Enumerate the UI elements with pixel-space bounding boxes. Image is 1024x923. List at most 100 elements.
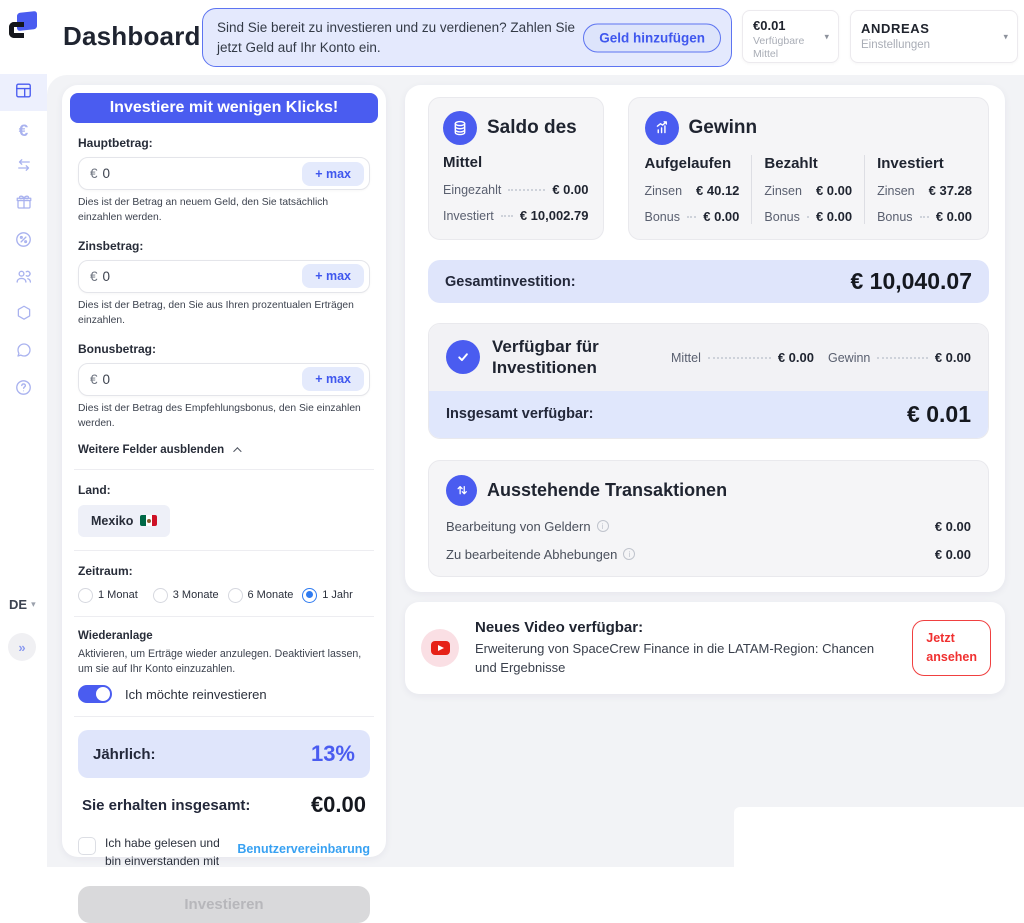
processing-funds-row: Bearbeitung von Geldern i € 0.00 [446,519,971,534]
row-value: € 0.00 [935,209,972,224]
info-icon[interactable]: i [596,520,609,532]
deposited-row: Eingezahlt € 0.00 [443,182,589,197]
bonus-amount-label: Bonusbetrag: [78,341,156,356]
period-option-1-monat[interactable]: 1 Monat [78,587,146,603]
total-investment-value: € 10,040.07 [850,268,972,294]
add-money-button[interactable]: Geld hinzufügen [583,23,721,52]
invest-submit-button[interactable]: Investieren [78,886,370,923]
chevron-down-icon: ▾ [1003,31,1008,41]
row-value: € 0.00 [934,518,971,534]
hide-fields-toggle[interactable]: Weitere Felder ausblenden [78,444,370,456]
hexagon-icon [15,304,33,327]
hide-fields-label: Weitere Felder ausblenden [78,443,225,456]
reinvest-title: Wiederanlage [78,629,153,642]
sidebar-item-promotions[interactable] [0,223,47,260]
user-menu[interactable]: ANDREAS Einstellungen ▾ [850,10,1018,63]
period-option-label: 1 Monat [98,589,138,602]
profit-col-title: Aufgelaufen [644,155,732,172]
chat-icon [15,341,33,364]
row-label: Bearbeitung von Geldern [446,518,591,534]
sidebar-item-help[interactable] [0,371,47,408]
available-funds-row: Mittel € 0.00 [671,350,814,365]
row-label: Zu bearbeitende Abhebungen [446,546,618,562]
deposit-banner-text: Sind Sie bereit zu investieren und zu ve… [217,20,575,56]
agreement-checkbox[interactable] [78,837,96,856]
mexico-flag-icon [140,515,158,527]
invest-panel: Investiere mit wenigen Klicks! Hauptbetr… [62,85,386,923]
row-value: € 0.00 [934,349,971,365]
chart-growth-icon [644,111,679,145]
profit-col-accrued: Aufgelaufen Zinsen € 40.12 Bonus € 0.00 [645,155,752,224]
funds-balance-title: Saldo des [487,117,577,138]
country-select[interactable]: Mexiko [78,504,171,537]
sidebar-item-transactions[interactable] [0,149,47,186]
dotted-leader [500,215,513,217]
sidebar-item-referrals[interactable] [0,260,47,297]
dashboard-icon [14,81,33,105]
row-label: Mittel [671,350,701,365]
balance-label: Verfügbare Mittel [753,35,805,61]
dotted-leader [508,189,546,191]
total-investment-bar: Gesamtinvestition: € 10,040.07 [428,260,989,303]
interest-amount-label: Zinsbetrag: [78,238,144,253]
gift-icon [15,193,33,216]
radio-icon [152,587,168,603]
language-label: DE [9,597,28,612]
divider [74,716,374,718]
divider [74,468,374,470]
main-amount-input[interactable] [102,166,303,181]
reinvest-toggle[interactable] [78,685,112,704]
sidebar-item-bonuses[interactable] [0,186,47,223]
language-selector[interactable]: DE ▾ [9,597,36,612]
funds-balance-subtitle: Mittel [443,154,483,171]
help-icon [14,378,33,402]
video-card: Neues Video verfügbar: Erweiterung von S… [405,602,1005,694]
deposited-label: Eingezahlt [443,183,502,197]
sidebar-item-chat[interactable] [0,334,47,371]
sidebar-item-finances[interactable]: € [0,112,47,149]
available-card: Verfügbar für Investitionen Mittel € 0.0… [428,323,989,439]
radio-checked-icon [302,587,318,603]
profit-title: Gewinn [688,117,758,138]
reinvest-toggle-label: Ich möchte reinvestieren [125,686,267,702]
row-label: Zinsen [877,184,915,198]
period-option-3-monate[interactable]: 3 Monate [152,587,221,603]
main-amount-max-button[interactable]: + max [302,161,364,186]
sidebar-expand-button[interactable]: » [8,633,36,661]
check-icon [446,340,480,375]
interest-amount-input[interactable] [102,268,303,284]
row-value: € 0.00 [777,349,814,365]
profit-col-invested: Investiert Zinsen € 37.28 Bonus € 0.00 [864,155,984,224]
interest-amount-field: € + max [78,259,370,293]
user-agreement-link[interactable]: Benutzervereinbarung [237,842,370,857]
period-option-label: 6 Monate [247,589,294,602]
transfer-icon [15,156,33,179]
agreement-row: Ich habe gelesen und bin einverstanden m… [78,834,370,870]
bonus-amount-field: € + max [78,362,370,396]
balance-dropdown[interactable]: €0.01 Verfügbare Mittel ▾ [742,10,839,63]
sidebar-item-dashboard[interactable] [0,74,47,111]
invest-panel-heading: Investiere mit wenigen Klicks! [70,93,378,123]
country-value: Mexiko [91,513,134,528]
sidebar-item-ecosystem[interactable] [0,297,47,334]
info-icon[interactable]: i [623,548,636,560]
period-option-1-jahr[interactable]: 1 Jahr [302,587,370,603]
chevron-up-icon [233,446,242,456]
profit-col-title: Bezahlt [764,155,818,172]
user-name: ANDREAS [861,21,930,36]
bonus-amount-input[interactable] [102,371,303,387]
user-settings-label: Einstellungen [861,39,931,51]
chevron-down-icon: ▾ [824,31,829,41]
bonus-amount-max-button[interactable]: + max [302,367,364,392]
period-option-label: 3 Monate [172,589,219,602]
interest-amount-max-button[interactable]: + max [302,264,364,289]
users-icon [14,267,33,291]
watch-now-button[interactable]: Jetzt ansehen [912,620,991,676]
percent-icon [14,230,33,254]
period-label: Zeitraum: [78,563,133,578]
period-option-6-monate[interactable]: 6 Monate [227,587,296,603]
return-total-label: Sie erhalten insgesamt: [82,796,251,814]
available-profit-row: Gewinn € 0.00 [828,350,971,365]
row-label: Bonus [644,210,680,224]
app-logo[interactable] [8,10,38,40]
